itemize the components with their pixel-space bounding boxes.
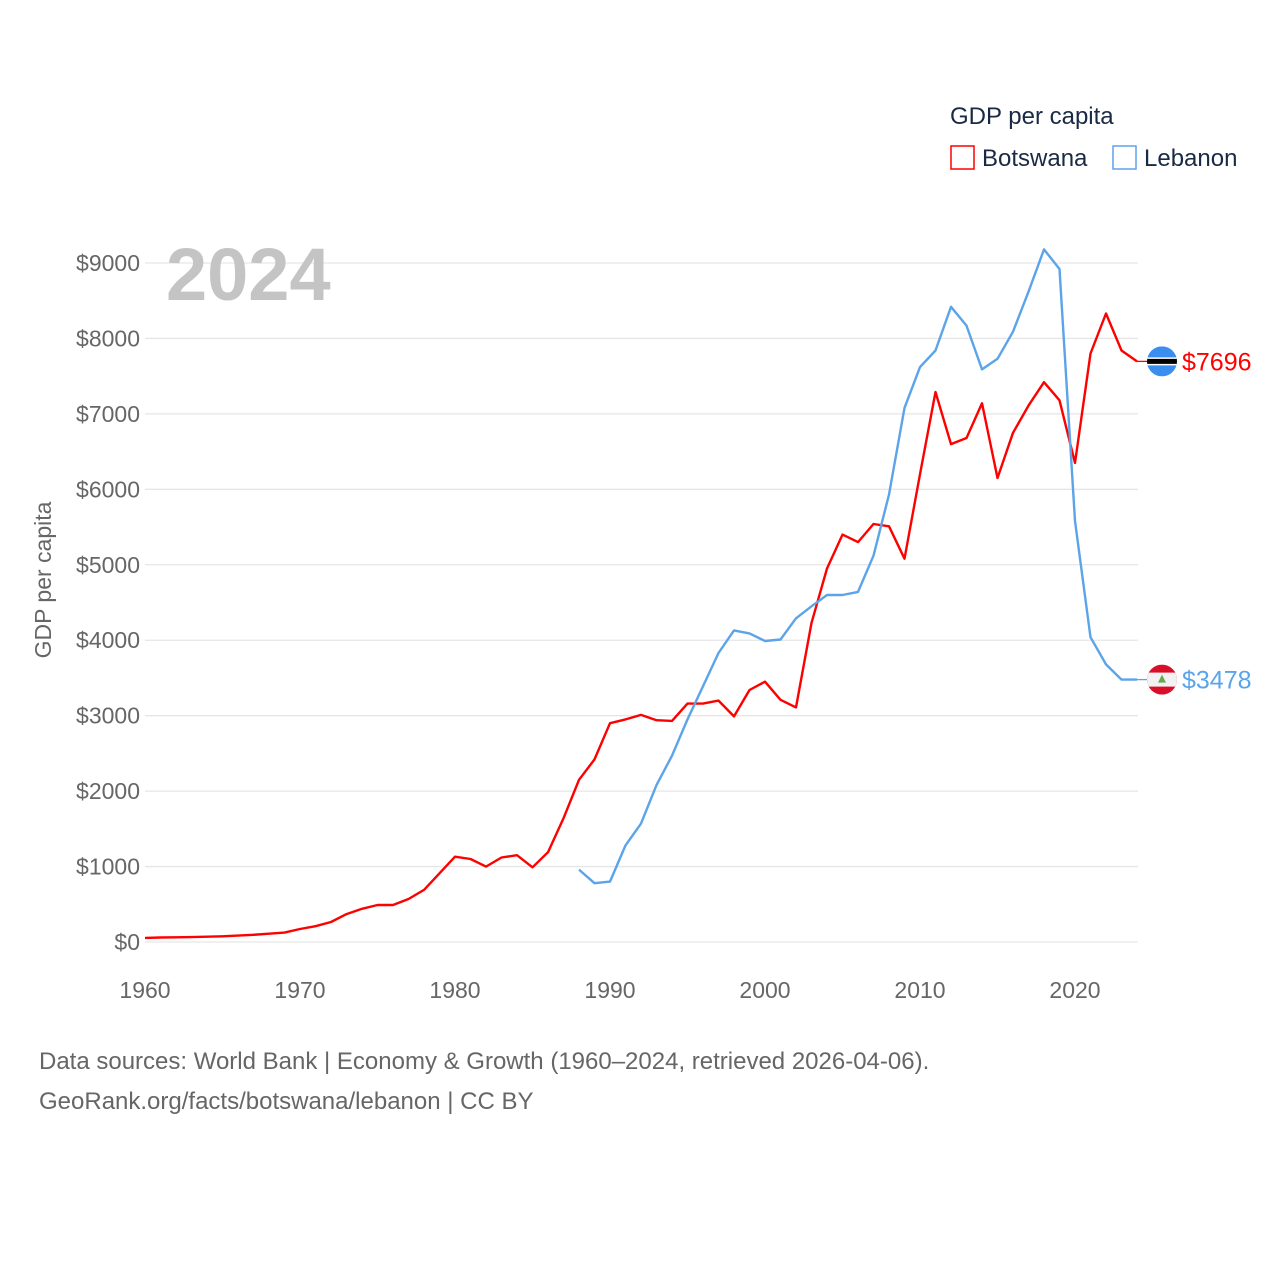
x-tick-label: 1980 — [429, 977, 480, 1003]
series-line-botswana[interactable] — [144, 312, 1138, 940]
x-tick-label: 1960 — [119, 977, 170, 1003]
y-axis-label: GDP per capita — [30, 501, 56, 658]
botswana-flag-icon — [1147, 346, 1177, 377]
legend-label-lebanon: Lebanon — [1144, 145, 1237, 172]
y-tick-label: $5000 — [76, 552, 140, 578]
y-tick-label: $4000 — [76, 627, 140, 653]
legend-title: GDP per capita — [950, 103, 1114, 130]
data-sources-text: Data sources: World Bank | Economy & Gro… — [39, 1048, 930, 1075]
legend-label-botswana: Botswana — [982, 145, 1088, 172]
legend-item-botswana[interactable]: Botswana — [950, 145, 1088, 172]
y-tick-label: $3000 — [76, 703, 140, 729]
y-tick-label: $7000 — [76, 401, 140, 427]
footer: Data sources: World Bank | Economy & Gro… — [39, 1042, 929, 1122]
end-value-label-botswana: $7696 — [1182, 348, 1252, 376]
legend-swatch-lebanon — [1112, 145, 1137, 170]
lebanon-flag-icon — [1147, 664, 1177, 695]
y-tick-label: $9000 — [76, 250, 140, 276]
y-tick-label: $1000 — [76, 854, 140, 880]
y-tick-label: $6000 — [76, 476, 140, 502]
year-watermark: 2024 — [166, 233, 331, 316]
x-tick-label: 1990 — [584, 977, 635, 1003]
x-tick-label: 2010 — [894, 977, 945, 1003]
legend-swatch-botswana — [950, 145, 975, 170]
legend-item-lebanon[interactable]: Lebanon — [1112, 145, 1237, 172]
series-line-lebanon[interactable] — [578, 248, 1137, 885]
source-link[interactable]: GeoRank.org/facts/botswana/lebanon | CC … — [39, 1088, 534, 1115]
y-tick-label: $2000 — [76, 778, 140, 804]
y-tick-label: $8000 — [76, 325, 140, 351]
x-tick-label: 1970 — [274, 977, 325, 1003]
x-tick-label: 2000 — [739, 977, 790, 1003]
end-value-label-lebanon: $3478 — [1182, 667, 1252, 695]
x-tick-label: 2020 — [1049, 977, 1100, 1003]
y-tick-label: $0 — [114, 929, 140, 955]
